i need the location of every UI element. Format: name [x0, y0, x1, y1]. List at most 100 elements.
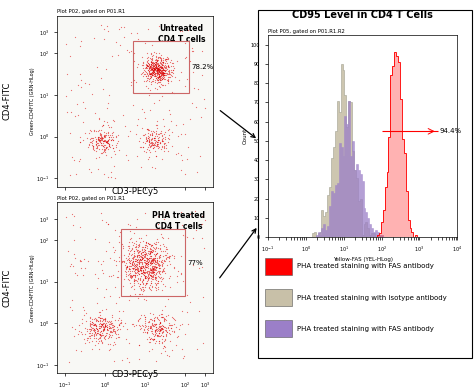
- Point: [159, 66, 166, 72]
- Point: [137, 256, 144, 263]
- Point: [149, 128, 157, 135]
- Point: [132, 266, 140, 272]
- Point: [147, 51, 155, 58]
- Point: [139, 288, 146, 294]
- Point: [165, 69, 173, 75]
- Point: [120, 34, 128, 40]
- Point: [168, 314, 176, 321]
- Point: [136, 267, 144, 273]
- Point: [116, 321, 123, 327]
- Point: [154, 65, 162, 72]
- Point: [158, 156, 165, 162]
- Point: [155, 273, 163, 280]
- Point: [153, 61, 161, 67]
- Point: [179, 121, 187, 127]
- Point: [161, 144, 168, 151]
- Point: [156, 252, 164, 258]
- Point: [142, 269, 149, 275]
- Point: [140, 253, 147, 259]
- Point: [74, 82, 82, 88]
- Point: [128, 283, 136, 289]
- Point: [92, 155, 100, 161]
- Point: [155, 333, 162, 340]
- Point: [91, 322, 99, 328]
- Point: [145, 270, 153, 276]
- Point: [154, 64, 161, 70]
- Point: [152, 259, 159, 265]
- Point: [155, 54, 162, 61]
- Point: [135, 261, 143, 268]
- Point: [100, 138, 107, 144]
- Point: [70, 263, 77, 269]
- Point: [63, 214, 70, 220]
- Point: [149, 67, 157, 73]
- Point: [177, 167, 185, 173]
- Point: [146, 138, 153, 144]
- Point: [165, 322, 173, 329]
- Point: [152, 59, 159, 65]
- Point: [99, 322, 106, 329]
- Point: [149, 59, 157, 65]
- Point: [151, 165, 159, 171]
- Point: [80, 256, 88, 262]
- Point: [79, 119, 86, 126]
- Point: [145, 251, 153, 258]
- Point: [151, 135, 159, 141]
- Point: [160, 70, 168, 76]
- Point: [131, 274, 139, 280]
- Point: [89, 330, 96, 336]
- Point: [174, 149, 182, 156]
- Point: [107, 346, 114, 352]
- Point: [157, 58, 165, 65]
- Point: [147, 73, 155, 79]
- Point: [101, 142, 109, 148]
- Text: CD4-FITC: CD4-FITC: [3, 82, 11, 120]
- Point: [152, 270, 160, 277]
- Bar: [121, 230, 185, 296]
- Point: [174, 333, 182, 339]
- Point: [109, 328, 117, 335]
- Point: [155, 97, 163, 103]
- Point: [150, 49, 157, 55]
- Point: [125, 265, 132, 272]
- Point: [153, 269, 161, 275]
- Point: [144, 327, 152, 333]
- Point: [155, 261, 163, 267]
- Point: [105, 138, 112, 145]
- Point: [102, 66, 109, 72]
- Point: [100, 118, 108, 124]
- Point: [67, 261, 74, 268]
- Point: [148, 130, 155, 136]
- Point: [135, 342, 143, 349]
- Point: [112, 133, 120, 140]
- Point: [149, 70, 156, 77]
- Point: [139, 65, 146, 71]
- Point: [88, 326, 95, 333]
- Point: [164, 55, 172, 61]
- Point: [147, 287, 155, 293]
- Point: [105, 132, 112, 138]
- Point: [150, 69, 158, 75]
- Point: [128, 273, 135, 279]
- Point: [154, 142, 161, 149]
- Point: [147, 56, 155, 63]
- Point: [98, 134, 106, 140]
- Point: [101, 149, 109, 156]
- Point: [134, 256, 142, 262]
- Point: [141, 252, 149, 258]
- Point: [139, 329, 146, 335]
- Point: [79, 304, 87, 310]
- Point: [155, 316, 162, 322]
- Point: [155, 67, 163, 74]
- Point: [138, 321, 146, 328]
- Point: [117, 24, 125, 30]
- Point: [154, 70, 162, 76]
- Point: [155, 62, 163, 68]
- Point: [137, 281, 144, 287]
- Point: [131, 291, 139, 298]
- Point: [164, 77, 172, 83]
- Point: [153, 61, 160, 68]
- Point: [159, 138, 166, 144]
- Point: [99, 327, 107, 333]
- Point: [156, 66, 164, 72]
